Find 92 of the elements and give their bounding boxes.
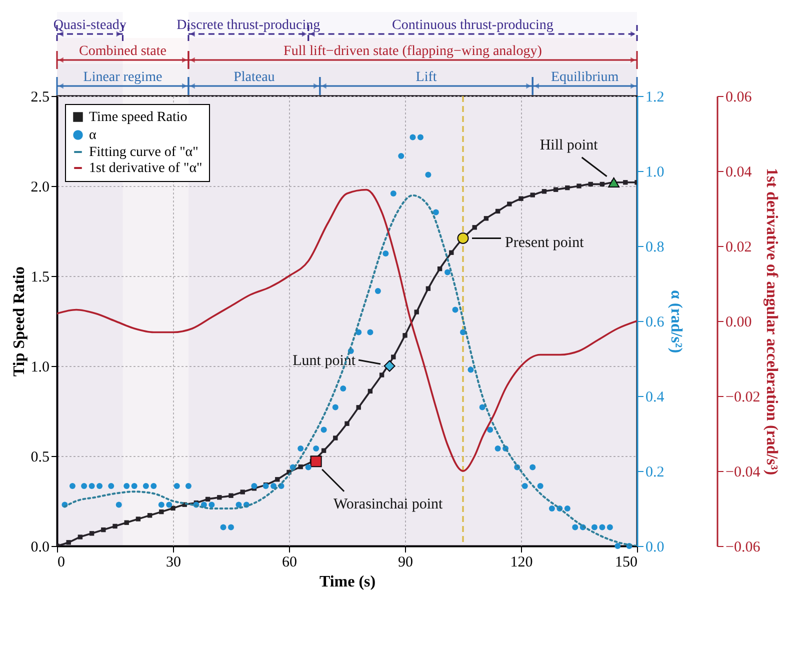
y3-tick-label: 0.06 <box>726 90 752 106</box>
point <box>321 448 326 453</box>
point <box>66 540 71 545</box>
legend-label: 1st derivative of "α" <box>89 161 202 176</box>
point <box>414 310 419 314</box>
x-tick-label: 30 <box>166 554 181 570</box>
line-series <box>57 188 637 472</box>
point <box>402 333 408 338</box>
point <box>170 506 176 511</box>
x-tick-label: 60 <box>282 554 297 570</box>
x-tick-label: 90 <box>398 554 413 570</box>
y3-tick-label: 0.02 <box>726 240 752 256</box>
point <box>484 216 489 221</box>
annotation: Present point <box>505 235 585 252</box>
annotation: Worasinchai point <box>333 496 444 512</box>
x-tick-label: 0 <box>58 554 65 570</box>
point <box>384 360 396 372</box>
band-label: Equilibrium <box>550 70 619 85</box>
point <box>147 513 152 518</box>
y-tick-label: 0.5 <box>30 450 50 466</box>
y-axis-title: Tip Speed Ratio <box>10 266 28 376</box>
band-label: Quasi-steady <box>53 18 126 33</box>
y2-tick-label: 0.0 <box>646 540 664 556</box>
point <box>600 182 605 187</box>
band-label: Combined state <box>78 44 166 59</box>
point <box>542 189 547 194</box>
point <box>136 516 141 522</box>
y3-tick-label: −0.04 <box>726 464 761 480</box>
y-tick-label: 2.0 <box>30 180 50 196</box>
y2-tick-label: 0.8 <box>646 240 664 256</box>
point <box>530 192 535 198</box>
point <box>426 286 431 291</box>
point <box>565 185 570 190</box>
y2-tick-label: 1.0 <box>646 164 664 180</box>
point <box>217 495 222 500</box>
y2-tick-label: 1.2 <box>646 90 664 106</box>
band-label: Continuous thrust-producing <box>392 18 554 33</box>
point <box>89 531 94 536</box>
point <box>391 354 396 360</box>
point <box>379 372 384 378</box>
legend-label: Time speed Ratio <box>89 110 188 125</box>
point <box>472 225 477 230</box>
y3-tick-label: 0.04 <box>726 164 752 180</box>
point <box>78 534 83 540</box>
y-tick-label: 0.0 <box>30 540 50 556</box>
band-label: Discrete thrust-producing <box>176 18 320 33</box>
point <box>495 208 500 214</box>
y3-tick-label: −0.02 <box>726 390 760 406</box>
point <box>608 177 620 188</box>
band-label: Full lift−driven state (flapping−wing analogy) <box>284 44 542 59</box>
point <box>159 509 164 514</box>
band-label: Plateau <box>234 70 275 85</box>
point <box>101 527 106 532</box>
x-tick-label: 120 <box>510 554 533 570</box>
point <box>228 493 234 498</box>
point <box>576 184 582 188</box>
point <box>553 187 558 192</box>
point <box>240 490 245 494</box>
legend-label: Fitting curve of "α" <box>89 145 198 160</box>
y2-tick-label: 0.4 <box>646 390 665 406</box>
y2-tick-label: 0.2 <box>646 464 664 480</box>
y-tick-label: 1.0 <box>30 360 50 376</box>
x-axis-title: Time (s) <box>319 574 376 590</box>
y3-tick-label: −0.06 <box>726 540 761 556</box>
point <box>518 196 524 201</box>
point <box>124 520 129 525</box>
annotation: Hill point <box>540 137 599 154</box>
point <box>205 496 210 502</box>
point <box>449 250 454 255</box>
point <box>344 421 350 426</box>
point <box>457 232 469 244</box>
y-tick-label: 1.5 <box>30 270 50 286</box>
point <box>368 388 373 394</box>
point <box>333 436 338 440</box>
y2-axis-title: α (rad/s²) <box>667 290 684 354</box>
point <box>507 202 512 206</box>
point <box>298 464 303 470</box>
point <box>112 524 118 529</box>
y3-tick-label: 0.00 <box>726 314 752 330</box>
point <box>588 182 593 187</box>
band-label: Lift <box>416 70 437 85</box>
point <box>356 405 361 410</box>
y-tick-label: 2.5 <box>30 90 50 106</box>
point <box>623 180 628 185</box>
point <box>437 266 442 272</box>
y2-tick-label: 0.6 <box>646 314 665 330</box>
point <box>310 456 322 468</box>
x-tick-label: 150 <box>615 554 638 570</box>
band-label: Linear regime <box>83 70 162 85</box>
point <box>275 477 280 482</box>
legend-label: α <box>89 128 97 143</box>
y3-axis-title: 1st derivative of angular acceleration (rad/s³) <box>763 168 780 476</box>
